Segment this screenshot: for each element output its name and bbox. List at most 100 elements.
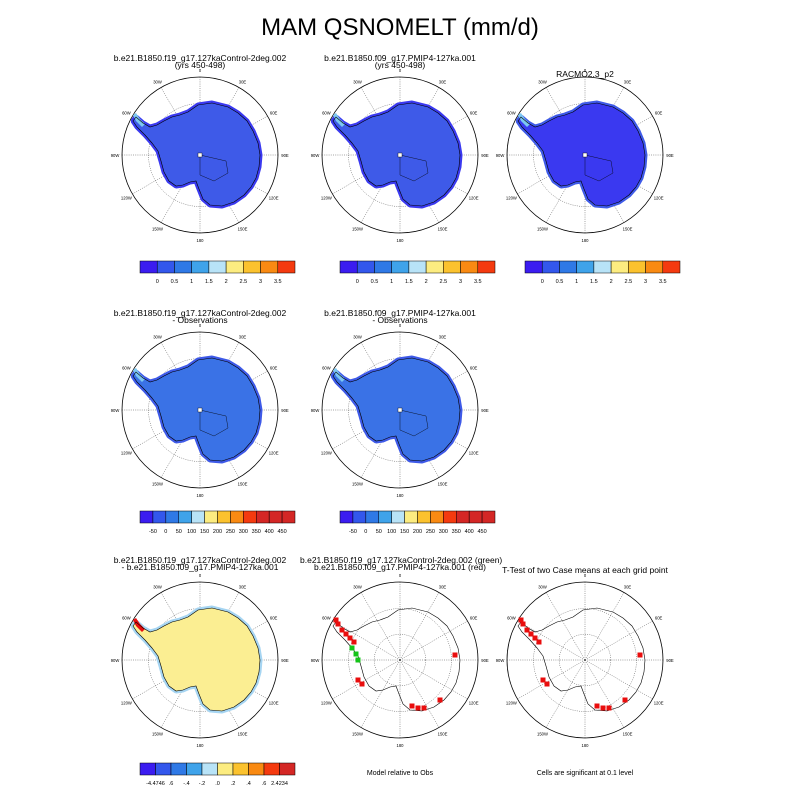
longitude-label: 150W	[352, 482, 363, 487]
colorbar-swatch	[268, 510, 283, 524]
longitude-label: 180	[397, 743, 405, 748]
latitude-circle	[559, 634, 611, 686]
colorbar-swatch	[559, 260, 577, 274]
significant-cell	[415, 705, 421, 711]
colorbar-swatch	[374, 260, 392, 274]
colorbar-swatch	[155, 762, 172, 776]
longitude-label: 120W	[321, 451, 332, 456]
colorbar-label: .6	[262, 781, 267, 787]
significant-cell	[347, 635, 353, 641]
colorbar-label: 3	[644, 279, 647, 285]
coastline-detail	[584, 154, 614, 182]
colorbar-swatch	[481, 510, 496, 524]
longitude-label: 90W	[311, 153, 320, 158]
pole-marker	[397, 152, 403, 158]
colorbar-label: 3	[459, 279, 462, 285]
longitude-label: 0	[399, 573, 402, 578]
longitude-label: 90W	[311, 408, 320, 413]
longitude-label: 120W	[121, 451, 132, 456]
longitude-label: 180	[197, 493, 205, 498]
colorbar-swatch	[460, 260, 479, 274]
longitude-label: 30W	[353, 334, 362, 339]
longitude-label: 120E	[269, 196, 279, 201]
colorbar-swatch	[165, 510, 180, 524]
colorbar-swatch	[191, 260, 210, 274]
significant-cell	[518, 617, 524, 623]
pole-marker	[197, 152, 203, 158]
colorbar-label: 400	[265, 529, 274, 535]
colorbar-label: 0	[356, 279, 359, 285]
significant-cell	[536, 639, 542, 645]
longitude-label: 150W	[152, 732, 163, 737]
colorbar-swatch	[191, 510, 205, 524]
longitude-label: 150W	[152, 482, 163, 487]
colorbar-swatch	[139, 510, 154, 524]
colorbar-label: .2	[231, 781, 236, 787]
colorbar-label: 2.5	[440, 279, 448, 285]
colorbar: -4.4746 .6 -.4 -.2 .0 .2 .4 .6 2.4234	[139, 762, 296, 787]
colorbar-label: 350	[252, 529, 261, 535]
colorbar-label: 50	[376, 529, 382, 535]
longitude-label: 0	[584, 573, 587, 578]
longitude-label: 120E	[469, 451, 479, 456]
longitude-label: 180	[397, 493, 405, 498]
coastline	[332, 102, 461, 207]
colorbar-swatch	[443, 510, 457, 524]
longitude-label: 120E	[469, 701, 479, 706]
significant-cell	[528, 631, 534, 637]
longitude-label: 120W	[506, 701, 517, 706]
colorbar-label: 1	[390, 279, 393, 285]
colorbar-label: 2	[225, 279, 228, 285]
colorbar-swatch	[593, 260, 612, 274]
longitude-label: 180	[582, 743, 590, 748]
difference-field	[133, 608, 260, 711]
colorbar-label: 1	[575, 279, 578, 285]
colorbar-swatch	[178, 510, 192, 524]
colorbar: 0 0.5 1 1.5 2 2.5 3 3.5	[139, 260, 296, 285]
colorbar-swatch	[170, 762, 187, 776]
longitude-label: 60E	[470, 616, 478, 621]
snowmelt-field	[333, 103, 460, 206]
longitude-label: 60E	[270, 616, 278, 621]
significant-cell	[532, 635, 538, 641]
coastline-detail	[199, 154, 229, 182]
polar-map: 0 30E 60E 90E 120E 150E 180 150W 120W 90W 60W 30W	[111, 68, 289, 243]
colorbar-label: 1.5	[590, 279, 598, 285]
latitude-circle	[374, 634, 426, 686]
colorbar-label: 300	[239, 529, 248, 535]
colorbar-label: 2.4234	[271, 781, 288, 787]
colorbar-swatch	[404, 510, 418, 524]
snowmelt-field	[333, 358, 460, 461]
colorbar-label: 3.5	[274, 279, 282, 285]
panel-subtitle: - b.e21.B1850.f09_g17.PMIP4-127ka.001	[121, 562, 279, 572]
panel-title: b.e21.B1850.f19_g17.127kaControl-2deg.00…	[113, 555, 287, 565]
coastline-detail	[399, 154, 429, 182]
panel-note: Model relative to Obs	[366, 770, 434, 777]
colorbar-swatch	[208, 260, 227, 274]
colorbar-label: 0.5	[171, 279, 179, 285]
panel-subtitle: (yrs 450-498)	[174, 60, 226, 70]
colorbar-label: 100	[187, 529, 196, 535]
longitude-label: 90W	[311, 658, 320, 663]
panel-subtitle: - Observations	[372, 315, 428, 325]
longitude-label: 60E	[470, 366, 478, 371]
significant-cell	[335, 621, 341, 627]
longitude-label: 120W	[121, 196, 132, 201]
colorbar-swatch	[352, 510, 367, 524]
colorbar-label: 200	[213, 529, 222, 535]
longitude-label: 150W	[352, 227, 363, 232]
colorbar-label: 400	[465, 529, 474, 535]
colorbar-label: 2.5	[240, 279, 248, 285]
colorbar-swatch	[628, 260, 646, 274]
colorbar-label: 2	[425, 279, 428, 285]
snowmelt-field	[133, 358, 260, 461]
snowmelt-field	[518, 103, 645, 206]
coastline	[332, 607, 461, 712]
colorbar-swatch	[391, 510, 405, 524]
longitude-label: 60W	[507, 616, 516, 621]
snowmelt-field	[133, 103, 260, 206]
colorbar-swatch	[281, 510, 296, 524]
colorbar-label: .0	[215, 781, 220, 787]
colorbar-label: 250	[426, 529, 435, 535]
panel-title: b.e21.B1850.f19_g17.127kaControl-2deg.00…	[300, 555, 503, 565]
